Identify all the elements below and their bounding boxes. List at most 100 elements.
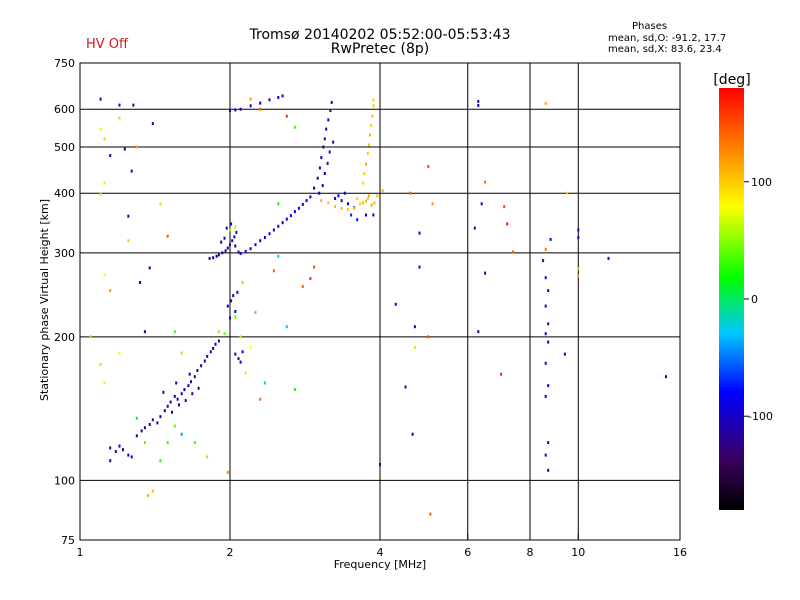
x-mode-point (259, 397, 262, 401)
o-mode-point (347, 202, 349, 206)
o-mode-point (477, 330, 480, 334)
o-mode-point (109, 446, 112, 450)
o-mode-point (190, 380, 192, 384)
x-mode-point (293, 125, 296, 129)
x-mode-point (244, 371, 247, 375)
x-mode-point (503, 205, 506, 209)
o-mode-point (547, 340, 550, 344)
o-mode-point (544, 332, 547, 336)
o-mode-point (418, 231, 421, 235)
o-mode-point (166, 404, 169, 408)
colorbar (719, 88, 744, 510)
x-mode-point (159, 202, 162, 206)
data-points (89, 94, 667, 516)
chart-title: Tromsø 20140202 05:52:00-05:53:43 (249, 27, 511, 43)
o-mode-point (329, 109, 332, 113)
x-mode-point (427, 165, 430, 168)
o-mode-point (229, 243, 231, 247)
y-tick-label: 500 (54, 141, 75, 154)
o-mode-point (135, 434, 138, 438)
y-tick-label: 600 (54, 103, 75, 116)
o-mode-point (394, 302, 397, 306)
o-mode-point (268, 232, 271, 236)
o-mode-point (259, 239, 262, 243)
colorbar-tick-label: 100 (751, 176, 772, 189)
o-mode-point (477, 104, 480, 107)
o-mode-point (234, 352, 237, 356)
x-mode-point (367, 194, 370, 198)
x-mode-point (180, 432, 183, 436)
o-mode-point (547, 289, 550, 293)
o-mode-point (281, 221, 284, 225)
o-mode-point (224, 249, 227, 253)
o-mode-point (229, 109, 231, 113)
x-mode-point (234, 225, 237, 229)
o-mode-point (549, 237, 552, 241)
x-mode-point (367, 143, 370, 147)
x-mode-point (249, 97, 252, 101)
y-tick-label: 750 (54, 57, 75, 70)
o-mode-point (162, 390, 165, 394)
o-mode-point (365, 213, 367, 217)
o-mode-point (254, 243, 257, 247)
o-mode-point (143, 426, 146, 430)
o-mode-point (220, 240, 223, 244)
y-tick-labels: 75 100 200 300 400 500 600 750 (54, 57, 75, 547)
x-mode-point (512, 250, 515, 254)
x-mode-point (372, 104, 375, 108)
o-mode-point (322, 145, 325, 149)
o-mode-point (163, 409, 166, 413)
o-mode-point (203, 359, 206, 363)
o-mode-point (259, 101, 262, 105)
x-mode-point (369, 133, 371, 137)
x-tick-label: 10 (571, 546, 585, 559)
phase-stats-o: mean, sd,O: -91.2, 17.7 (608, 33, 727, 44)
o-mode-point (109, 154, 112, 157)
x-mode-point (309, 277, 312, 280)
o-mode-point (372, 213, 375, 217)
o-mode-point (418, 265, 421, 269)
o-mode-point (127, 214, 130, 218)
x-mode-point (370, 123, 373, 127)
o-mode-point (234, 310, 237, 313)
x-mode-point (99, 127, 102, 131)
x-mode-point (173, 330, 176, 334)
o-mode-point (297, 206, 300, 210)
x-mode-point (159, 459, 162, 463)
o-mode-point (200, 364, 203, 368)
o-mode-point (285, 217, 288, 221)
x-mode-point (147, 493, 150, 497)
o-mode-point (217, 253, 220, 257)
o-mode-point (236, 290, 239, 294)
o-mode-point (477, 99, 480, 103)
o-mode-point (268, 98, 271, 102)
y-tick-label: 400 (54, 187, 75, 200)
x-mode-point (254, 310, 257, 314)
x-mode-point (365, 199, 367, 203)
x-mode-point (249, 345, 252, 349)
o-mode-point (191, 392, 194, 396)
o-mode-point (340, 199, 343, 203)
x-mode-point (241, 281, 244, 284)
o-mode-point (330, 100, 333, 104)
o-mode-point (169, 400, 172, 404)
o-mode-point (159, 415, 162, 419)
x-mode-point (566, 191, 569, 195)
o-mode-point (239, 107, 242, 111)
x-mode-point (372, 98, 375, 102)
hv-status-label: HV Off (86, 37, 128, 52)
x-mode-point (366, 151, 369, 155)
o-mode-point (151, 122, 154, 125)
o-mode-point (544, 304, 547, 308)
o-mode-point (328, 150, 331, 154)
o-mode-point (321, 184, 324, 188)
x-mode-point (217, 330, 220, 334)
o-mode-point (184, 399, 187, 403)
o-mode-point (123, 147, 126, 151)
x-mode-point (277, 202, 280, 206)
x-mode-point (99, 363, 102, 366)
o-mode-point (188, 372, 191, 376)
x-mode-point (362, 201, 365, 205)
o-mode-point (140, 429, 143, 433)
o-mode-point (139, 281, 142, 284)
